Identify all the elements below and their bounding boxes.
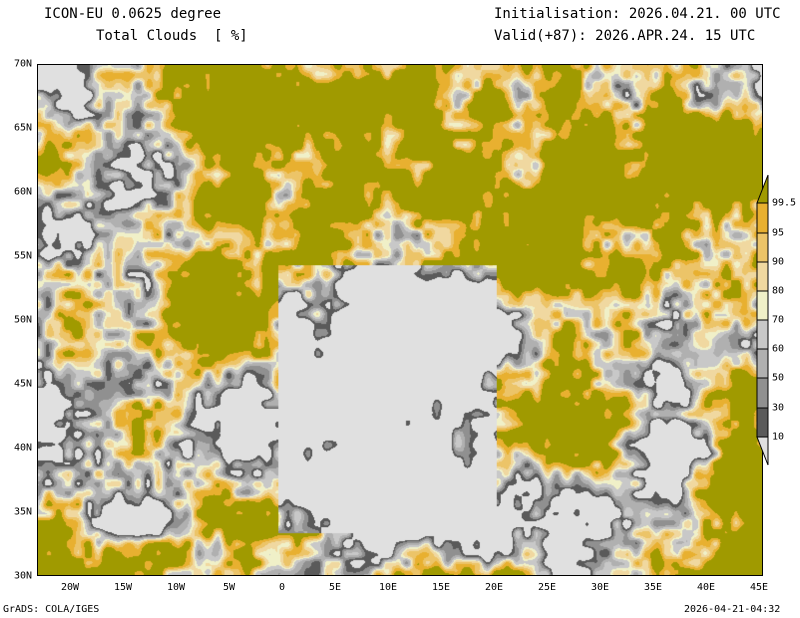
colorbar-label: 80 — [772, 285, 785, 297]
colorbar-segment — [756, 202, 769, 234]
colorbar-label: 70 — [772, 314, 785, 326]
lon-label: 20W — [60, 582, 80, 593]
colorbar-label: 99.5 — [772, 197, 797, 209]
lat-label: 30N — [13, 570, 32, 582]
lat-label: 50N — [13, 314, 32, 326]
lon-label: 5E — [328, 582, 342, 593]
lon-label: 5W — [222, 582, 236, 593]
colorbar-segment — [756, 319, 769, 350]
colorbar-segment — [756, 232, 769, 263]
colorbar-segment — [756, 407, 769, 438]
colorbar-label: 30 — [772, 402, 785, 414]
lon-label: 10E — [378, 582, 398, 593]
colorbar-label: 50 — [772, 372, 785, 384]
footer-timestamp: 2026-04-21-04:32 — [684, 604, 781, 615]
lon-label: 15E — [431, 582, 451, 593]
lon-label: 45E — [749, 582, 769, 593]
lon-label: 30E — [590, 582, 610, 593]
variable-title: Total Clouds [ %] — [96, 28, 248, 44]
colorbar-segment — [756, 348, 769, 379]
colorbar-label: 10 — [772, 431, 785, 443]
lat-label: 70N — [13, 58, 32, 70]
lon-label: 10W — [166, 582, 186, 593]
cloud-cover-map — [37, 64, 763, 576]
colorbar-segment — [756, 290, 769, 321]
colorbar-label: 95 — [772, 227, 785, 239]
lat-label: 35N — [13, 506, 32, 518]
colorbar — [756, 174, 769, 466]
colorbar-segment — [756, 174, 769, 204]
init-time: Initialisation: 2026.04.21. 00 UTC — [494, 6, 781, 22]
lon-label: 40E — [696, 582, 716, 593]
lon-label: 25E — [537, 582, 557, 593]
lat-label: 40N — [13, 442, 32, 454]
lat-label: 65N — [13, 122, 32, 134]
valid-time: Valid(+87): 2026.APR.24. 15 UTC — [494, 28, 756, 44]
lon-label: 35E — [643, 582, 663, 593]
colorbar-segment — [756, 261, 769, 292]
colorbar-segment — [756, 377, 769, 409]
footer-credit: GrADS: COLA/IGES — [3, 604, 100, 615]
colorbar-label: 60 — [772, 343, 785, 355]
colorbar-segment — [756, 436, 769, 466]
lon-label: 15W — [113, 582, 133, 593]
lat-label: 55N — [13, 250, 32, 262]
lat-label: 45N — [13, 378, 32, 390]
lon-label: 20E — [484, 582, 504, 593]
model-title: ICON-EU 0.0625 degree — [44, 6, 222, 22]
colorbar-label: 90 — [772, 256, 785, 268]
lat-label: 60N — [13, 186, 32, 198]
lon-label: 0 — [278, 582, 286, 593]
